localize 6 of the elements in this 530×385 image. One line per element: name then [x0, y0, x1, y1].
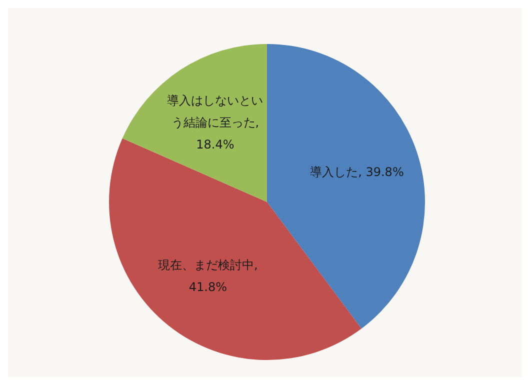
slice-label: 現在、まだ検討中, 41.8% [158, 258, 258, 294]
pie-slice [122, 44, 267, 202]
pie-slice [267, 44, 425, 329]
slice-label: 導入はしないという結論に至った, 18.4% [167, 94, 264, 152]
pie-slice [109, 138, 362, 360]
slice-label: 導入した, 39.8% [310, 165, 404, 180]
